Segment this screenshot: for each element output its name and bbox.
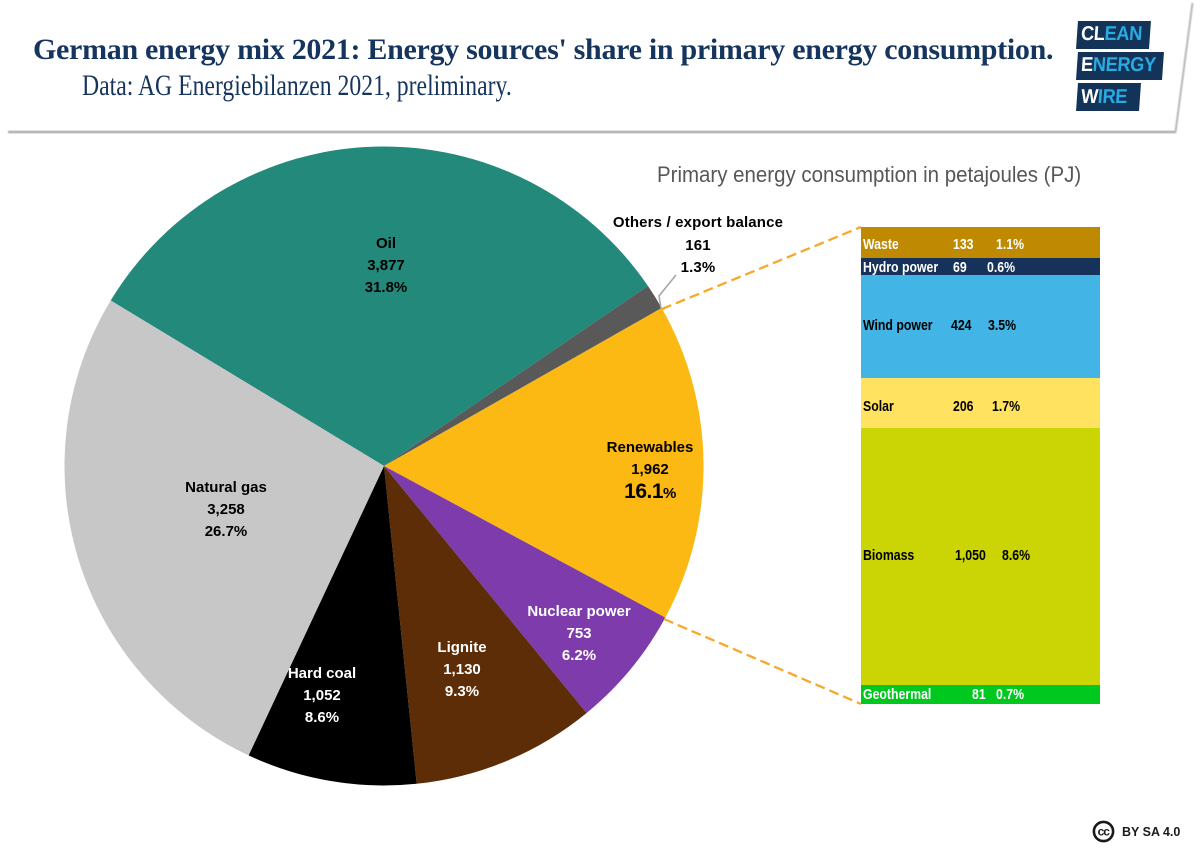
svg-text:cc: cc	[1098, 825, 1111, 839]
